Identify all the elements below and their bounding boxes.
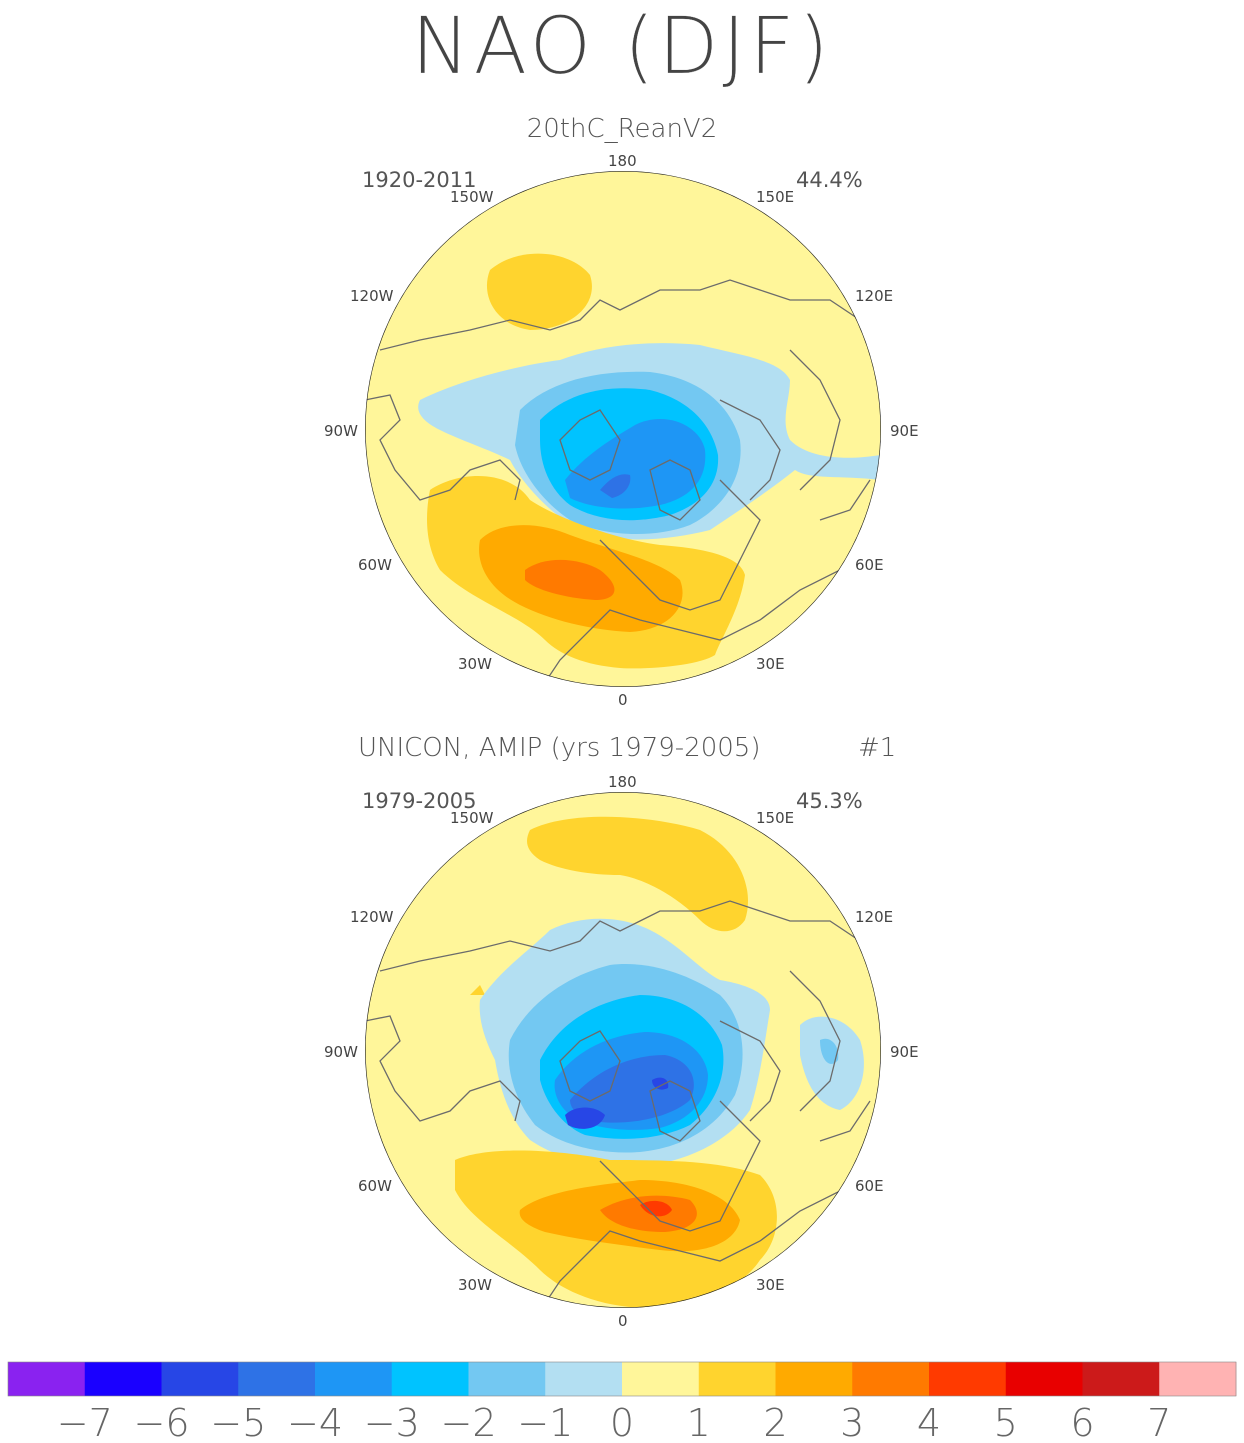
colorbar-box-0 — [8, 1362, 86, 1396]
panel2-map — [365, 792, 881, 1308]
colorbar-tick-label-6: −1 — [517, 1401, 573, 1443]
panel2-contour-level-1-0 — [527, 816, 748, 932]
panel1-lon-90e: 90E — [890, 422, 919, 440]
colorbar-box-2 — [161, 1362, 239, 1396]
colorbar-tick-label-12: 5 — [994, 1401, 1018, 1443]
panel2-contour-level-m5-8 — [570, 1055, 694, 1123]
panel2-contour-level-1-1 — [470, 985, 485, 995]
panel2-lon-150w: 150W — [450, 809, 494, 827]
colorbar-tick-label-11: 4 — [917, 1401, 941, 1443]
colorbar-box-3 — [238, 1362, 316, 1396]
panel2-contour-level-m6-9 — [565, 1107, 605, 1129]
panel1-contour-level-m5-5 — [600, 474, 631, 498]
colorbar-box-14 — [1082, 1362, 1160, 1396]
panel2-lon-30e: 30E — [756, 1276, 785, 1294]
colorbar-tick-label-13: 6 — [1070, 1401, 1094, 1443]
colorbar-tick-label-10: 3 — [840, 1401, 864, 1443]
panel2-lon-0: 0 — [618, 1312, 628, 1330]
colorbar-box-11 — [852, 1362, 930, 1396]
panel1-variance: 44.4% — [796, 168, 863, 192]
panel2-lon-120w: 120W — [350, 908, 394, 926]
colorbar-tick-label-2: −5 — [210, 1401, 266, 1443]
colorbar-tick-label-5: −2 — [440, 1401, 496, 1443]
panel1-lon-120e: 120E — [855, 287, 894, 305]
colorbar-box-12 — [929, 1362, 1007, 1396]
colorbar-box-8 — [622, 1362, 700, 1396]
panel2-contours — [455, 816, 864, 1308]
colorbar-tick-label-7: 0 — [610, 1401, 634, 1443]
panel2-lon-150e: 150E — [756, 809, 795, 827]
panel1-lon-120w: 120W — [350, 287, 394, 305]
panel1-lon-30w: 30W — [458, 655, 492, 673]
panel1-subtitle: 20thC_ReanV2 — [526, 114, 718, 144]
panel1-lon-60w: 60W — [358, 556, 392, 574]
panel1-lon-150w: 150W — [450, 188, 494, 206]
panel1-contour-level-1-0 — [486, 253, 592, 330]
panel1-lon-150e: 150E — [756, 188, 795, 206]
colorbar-tick-label-4: −3 — [364, 1401, 420, 1443]
panel2-subtitle: UNICON, AMIP (yrs 1979-2005) — [358, 733, 761, 763]
panel1-period: 1920-2011 — [362, 168, 477, 192]
colorbar-tick-label-3: −4 — [287, 1401, 343, 1443]
panel1-lon-0: 0 — [618, 691, 628, 709]
colorbar-tick-label-14: 7 — [1147, 1401, 1171, 1443]
panel2-run-tag: #1 — [858, 733, 897, 763]
colorbar-tick-label-8: 1 — [687, 1401, 711, 1443]
panel1-lon-180: 180 — [608, 152, 637, 170]
panel2-contour-level-3-13 — [600, 1195, 697, 1232]
panel2-variance: 45.3% — [796, 789, 863, 813]
colorbar-box-10 — [775, 1362, 853, 1396]
panel2-lon-120e: 120E — [855, 908, 894, 926]
colorbar-box-1 — [84, 1362, 162, 1396]
colorbar-box-5 — [391, 1362, 469, 1396]
panel2-lon-90e: 90E — [890, 1043, 919, 1061]
colorbar-tick-label-0: −7 — [57, 1401, 113, 1443]
panel2-lon-30w: 30W — [458, 1276, 492, 1294]
colorbar-box-4 — [315, 1362, 393, 1396]
panel2-contour-level-m2-5 — [820, 1038, 839, 1064]
panel2-contour-level-m6-10 — [652, 1077, 669, 1090]
colorbar-outline — [7, 1361, 1237, 1397]
colorbar-box-9 — [698, 1362, 776, 1396]
panel2-period: 1979-2005 — [362, 789, 477, 813]
figure-title: NAO (DJF) — [411, 2, 833, 92]
colorbar: −7 −6 −5 −4 −3 −2 −1 0 1 2 3 4 5 6 7 — [7, 1361, 1237, 1443]
panel1-contours — [418, 253, 880, 669]
colorbar-box-15 — [1159, 1362, 1237, 1396]
panel2-contour-level-4-14 — [640, 1200, 672, 1217]
panel2-lon-90w: 90W — [324, 1043, 358, 1061]
colorbar-tick-label-1: −6 — [133, 1401, 189, 1443]
colorbar-box-6 — [468, 1362, 546, 1396]
panel1-coastlines — [365, 279, 871, 687]
panel1-lon-60e: 60E — [855, 556, 884, 574]
colorbar-box-7 — [545, 1362, 623, 1396]
panel1-lon-30e: 30E — [756, 655, 785, 673]
colorbar-box-13 — [1005, 1362, 1083, 1396]
panel1-contour-level-3-8 — [525, 559, 615, 600]
panel1-map — [365, 171, 881, 687]
panel2-coastlines — [365, 900, 871, 1308]
panel1-contour-level-m4-4 — [565, 419, 706, 509]
panel2-lon-60w: 60W — [358, 1177, 392, 1195]
panel1-lon-90w: 90W — [324, 422, 358, 440]
panel2-lon-60e: 60E — [855, 1177, 884, 1195]
colorbar-tick-label-9: 2 — [763, 1401, 787, 1443]
panel2-lon-180: 180 — [608, 773, 637, 791]
